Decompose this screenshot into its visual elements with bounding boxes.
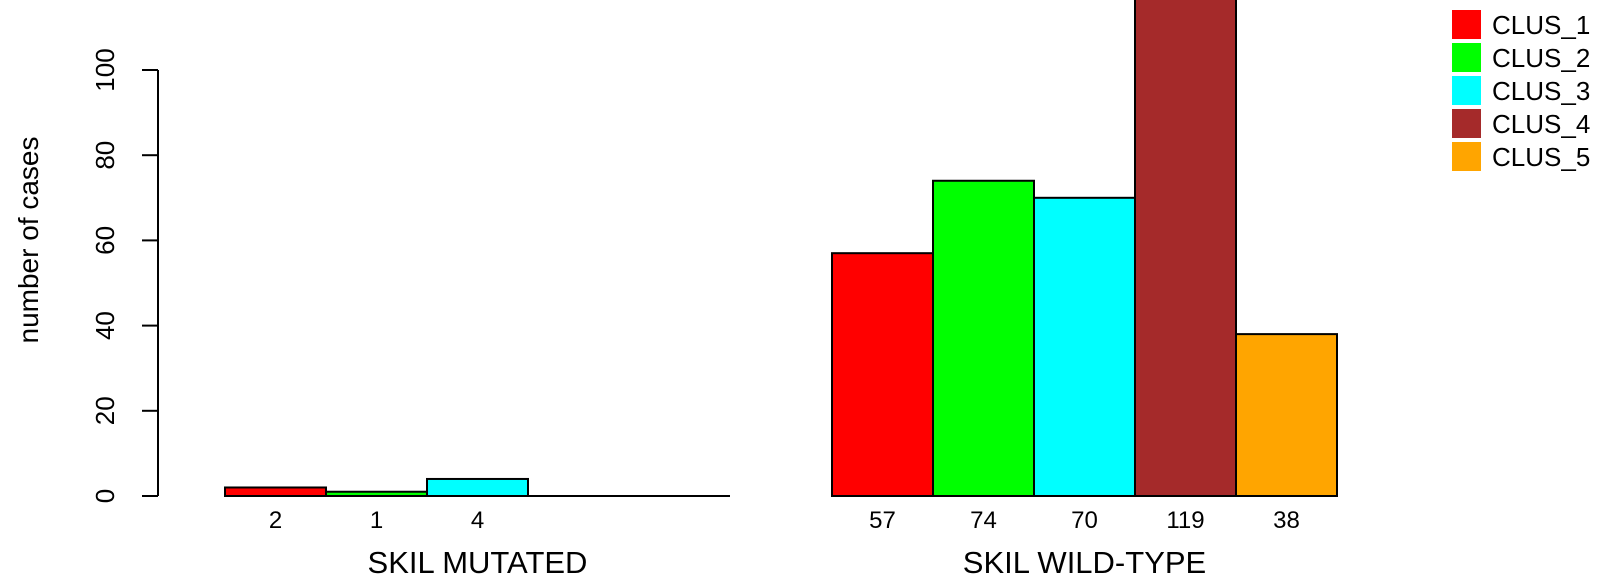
group-labels: SKIL MUTATED SKIL WILD-TYPE (368, 545, 1207, 578)
bar-clus-4 (1134, 0, 1237, 498)
bar-clus-2 (325, 490, 428, 497)
group-label: SKIL MUTATED (368, 545, 588, 578)
group-label: SKIL WILD-TYPE (963, 545, 1206, 578)
legend-label: CLUS_2 (1492, 43, 1590, 73)
bar-clus-3 (426, 477, 529, 497)
legend-label: CLUS_5 (1492, 142, 1590, 172)
y-tick-label: 60 (90, 226, 120, 255)
bar-value-label: 4 (471, 507, 484, 534)
bar-value-label: 74 (970, 507, 997, 534)
bar-clus-2 (932, 179, 1035, 497)
y-axis-label: number of cases (13, 137, 44, 344)
bar-value-label: 70 (1071, 507, 1098, 534)
y-tick-label: 20 (90, 396, 120, 425)
y-tick-label: 100 (90, 48, 120, 91)
legend-label: CLUS_4 (1492, 109, 1590, 139)
value-labels: 2 1 4 57 74 70 119 38 (269, 507, 1300, 534)
legend-swatch (1452, 76, 1481, 105)
bars (224, 0, 1338, 498)
legend-swatch (1452, 109, 1481, 138)
legend-label: CLUS_1 (1492, 10, 1590, 40)
bar-clus-5 (1235, 333, 1338, 497)
bar-value-label: 119 (1166, 507, 1204, 534)
legend-swatch (1452, 43, 1481, 72)
bar-value-label: 38 (1273, 507, 1300, 534)
bar-value-label: 57 (869, 507, 896, 534)
bar-value-label: 2 (269, 507, 282, 534)
y-axis: 0 20 40 60 80 100 (90, 48, 159, 503)
legend-swatch (1452, 10, 1481, 39)
bar-clus-1 (224, 486, 327, 498)
bar-clus-3 (1033, 196, 1136, 498)
legend-label: CLUS_3 (1492, 76, 1590, 106)
legend-swatch (1452, 142, 1481, 171)
bar-value-label: 1 (370, 507, 383, 534)
bar-clus-1 (831, 252, 934, 497)
y-tick-label: 40 (90, 311, 120, 340)
y-tick-label: 80 (90, 141, 120, 170)
y-tick-label: 0 (90, 489, 120, 503)
